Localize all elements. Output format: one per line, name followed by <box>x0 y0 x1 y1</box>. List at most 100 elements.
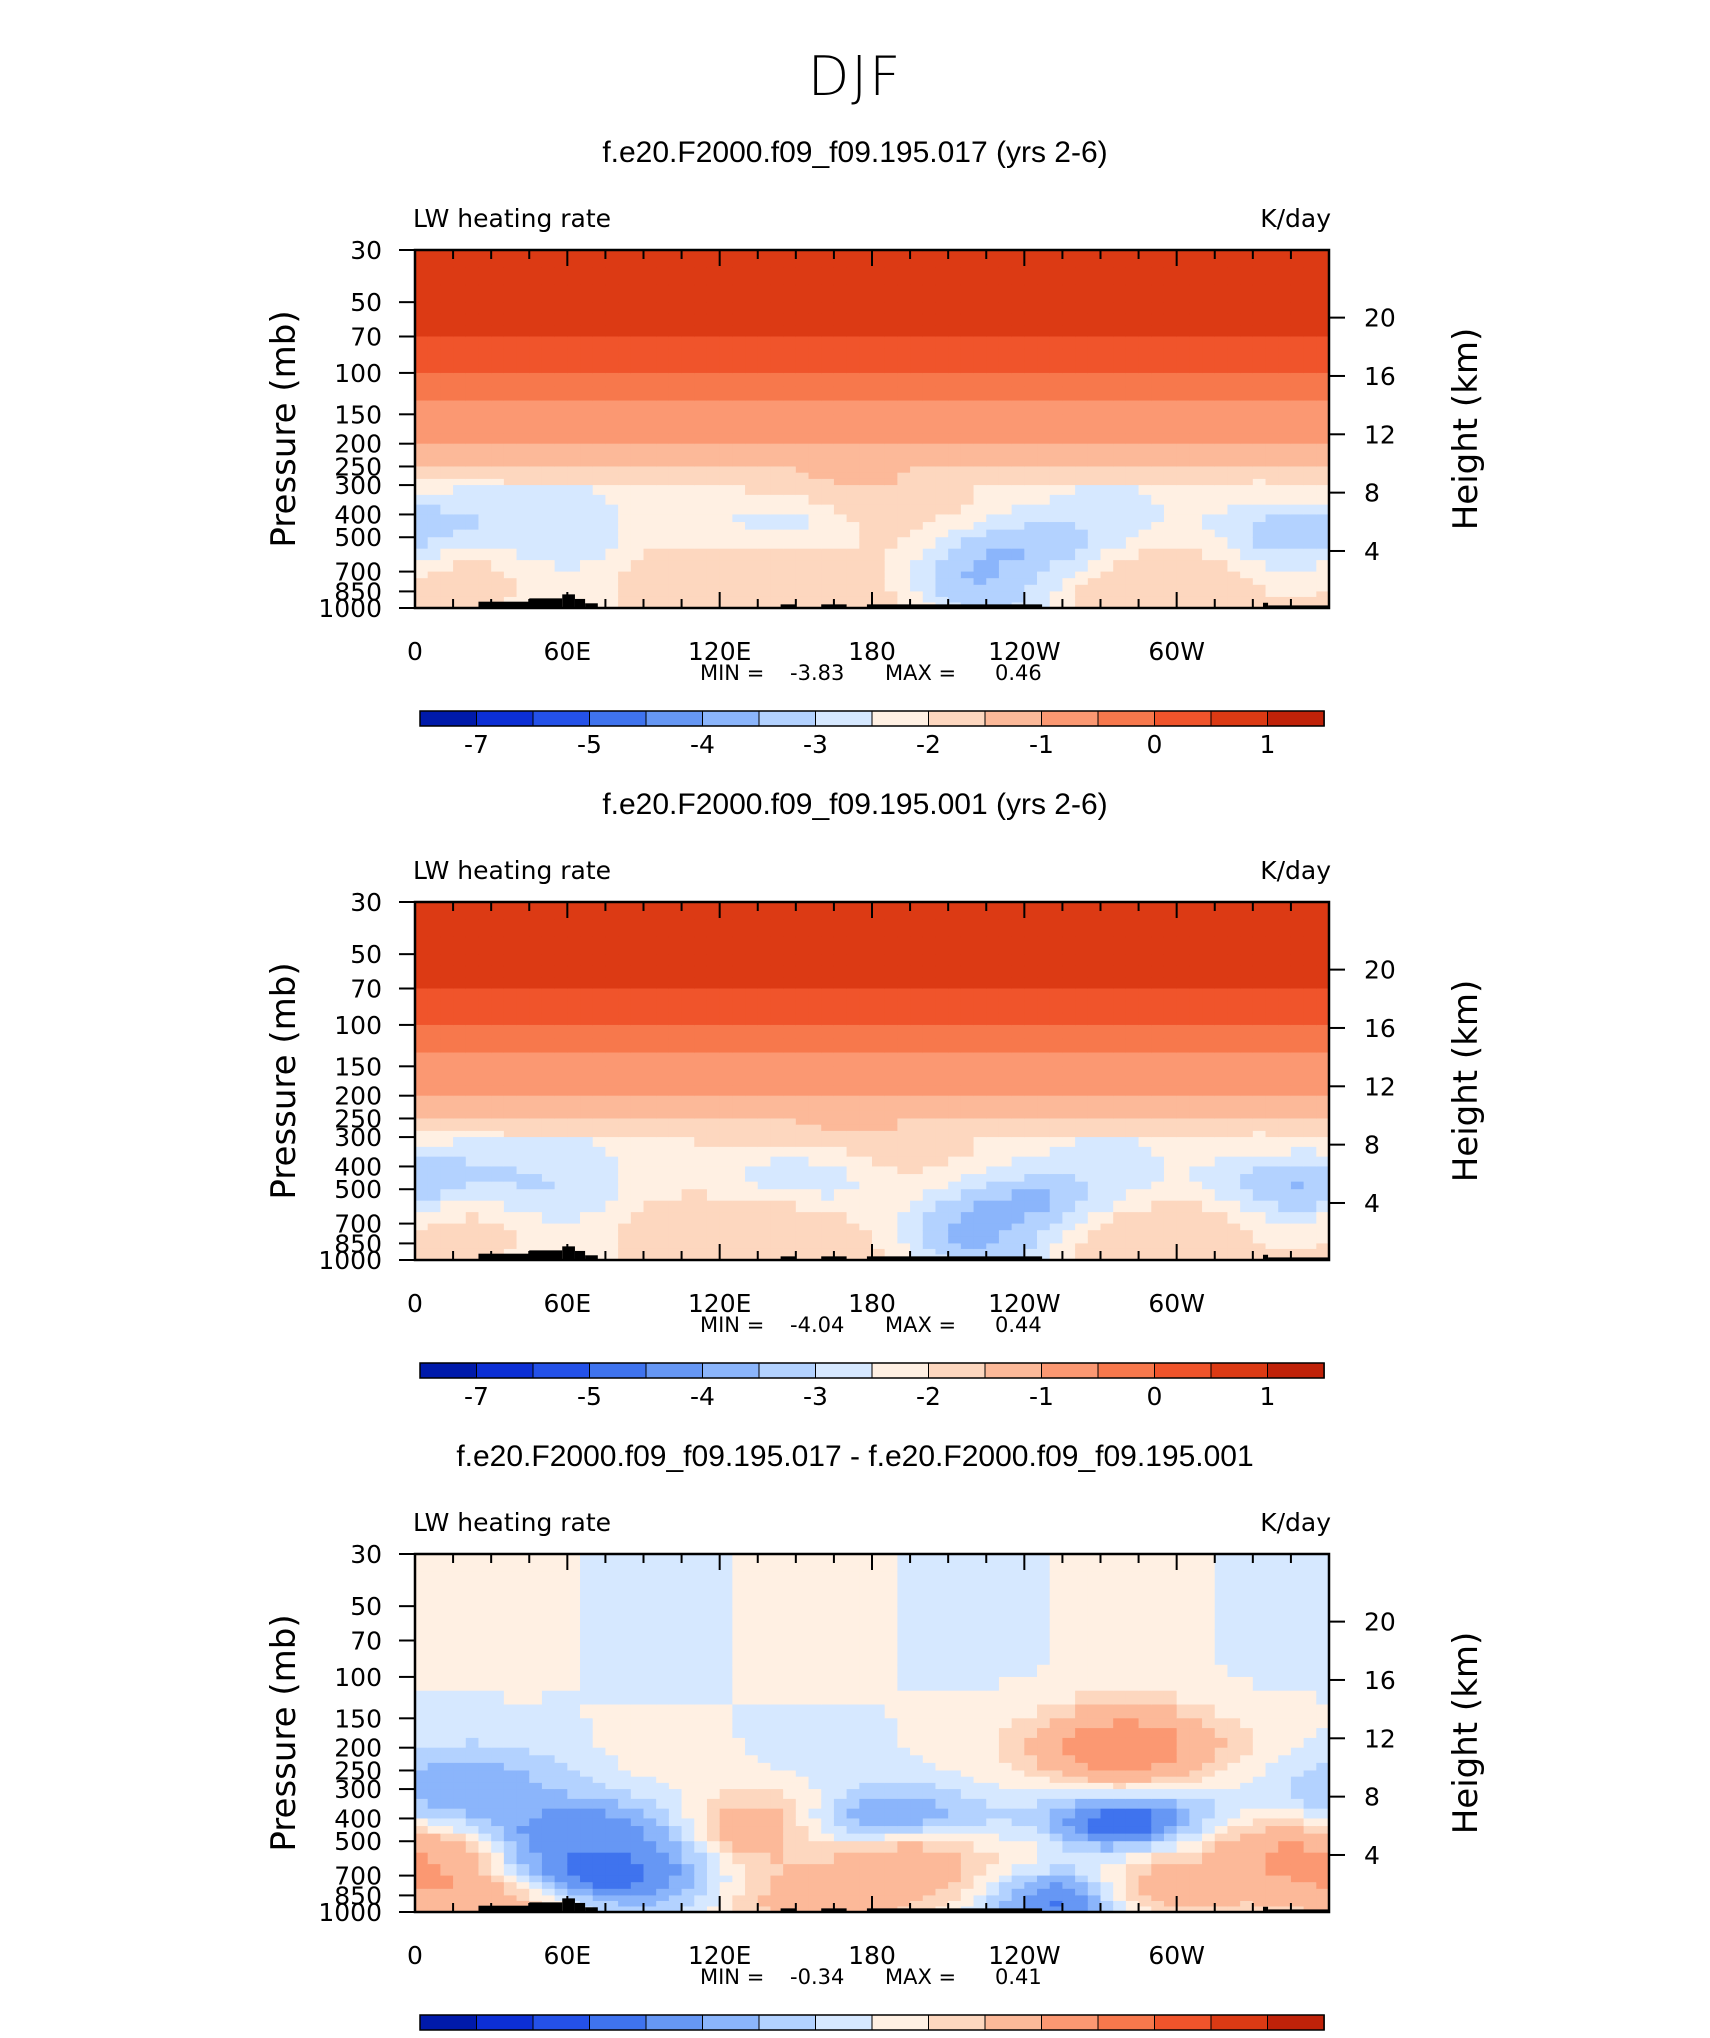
contour-cell <box>872 1000 886 1014</box>
contour-cell <box>465 1156 480 1168</box>
contour-cell <box>872 548 886 561</box>
contour-cell <box>516 1137 530 1148</box>
contour-cell <box>833 504 848 516</box>
contour-cell <box>1011 1118 1025 1126</box>
contour-cell <box>1024 1156 1038 1168</box>
contour-cell <box>618 988 632 1002</box>
contour-cell <box>580 414 594 425</box>
contour-cell <box>1303 433 1317 445</box>
contour-cell <box>1303 267 1317 286</box>
contour-cell <box>1087 1156 1102 1168</box>
contour-cell <box>1163 458 1178 468</box>
contour-cell <box>541 360 556 374</box>
contour-cell <box>732 1076 746 1087</box>
contour-cell <box>1062 494 1076 506</box>
contour-cell <box>897 250 911 268</box>
contour-cell <box>618 954 632 967</box>
contour-cell <box>541 372 556 388</box>
contour-cell <box>808 919 822 938</box>
contour-cell <box>1062 1189 1076 1202</box>
contour-cell <box>580 504 594 516</box>
contour-cell <box>491 466 505 474</box>
contour-cell <box>1113 1066 1127 1077</box>
contour-cell <box>478 1137 492 1148</box>
contour-cell <box>884 451 898 460</box>
contour-cell <box>846 936 860 955</box>
contour-cell <box>1202 348 1216 362</box>
contour-cell <box>478 578 492 586</box>
contour-cell <box>1176 1076 1190 1087</box>
contour-cell <box>1202 965 1216 978</box>
contour-cell <box>503 504 518 516</box>
y-tick-label: 150 <box>334 400 382 429</box>
contour-cell <box>719 348 733 362</box>
contour-cell <box>948 250 962 268</box>
contour-cell <box>580 267 594 286</box>
contour-cell <box>783 451 797 460</box>
contour-cell <box>1062 1110 1076 1120</box>
contour-cell <box>1138 584 1152 593</box>
contour-cell <box>732 1130 746 1138</box>
contour-cell <box>503 348 518 362</box>
contour-cell <box>1087 571 1102 579</box>
contour-cell <box>1113 1124 1127 1132</box>
contour-cell <box>541 1181 556 1190</box>
contour-cell <box>643 1076 657 1087</box>
contour-cell <box>554 313 568 326</box>
contour-cell <box>1278 466 1292 474</box>
contour-cell <box>935 1066 949 1077</box>
contour-cell <box>440 1000 454 1014</box>
contour-cell <box>732 472 746 480</box>
contour-cell <box>491 1236 505 1245</box>
contour-cell <box>745 954 759 967</box>
contour-cell <box>1151 529 1165 538</box>
contour-cell <box>554 348 568 362</box>
contour-cell <box>859 571 873 579</box>
contour-cell <box>808 443 822 452</box>
contour-cell <box>795 1156 810 1168</box>
contour-cell <box>1138 902 1152 920</box>
contour-cell <box>453 1223 467 1231</box>
contour-cell <box>986 571 1000 579</box>
contour-cell <box>948 578 962 586</box>
contour-cell <box>1011 1236 1025 1245</box>
contour-cell <box>1303 571 1317 579</box>
contour-cell <box>872 965 886 978</box>
contour-cell <box>1189 1243 1203 1250</box>
contour-cell <box>872 1130 886 1138</box>
contour-cell <box>427 1110 441 1120</box>
contour-cell <box>998 965 1013 978</box>
contour-cell <box>948 472 962 480</box>
contour-cell <box>478 336 492 350</box>
contour-cell <box>1138 919 1152 938</box>
contour-cell <box>1202 1095 1216 1104</box>
contour-cell <box>694 302 708 315</box>
contour-cell <box>1252 414 1267 425</box>
contour-cell <box>1278 596 1292 604</box>
contour-cell <box>795 1130 810 1138</box>
contour-cell <box>694 571 708 579</box>
contour-cell <box>694 443 708 452</box>
contour-cell <box>1240 578 1254 586</box>
contour-cell <box>681 1137 695 1148</box>
contour-cell <box>732 414 746 425</box>
contour-cell <box>567 1095 581 1104</box>
contour-cell <box>859 485 873 496</box>
contour-cell <box>1087 414 1102 425</box>
contour-cell <box>1138 560 1152 573</box>
contour-cell <box>630 458 645 468</box>
contour-cell <box>478 1248 492 1256</box>
contour-cell <box>821 1066 835 1077</box>
contour-cell <box>630 548 645 561</box>
contour-cell <box>1062 578 1076 586</box>
contour-cell <box>1240 522 1254 531</box>
contour-cell <box>1011 936 1025 955</box>
contour-cell <box>427 529 441 538</box>
contour-cell <box>998 1248 1013 1256</box>
contour-cell <box>821 433 835 445</box>
contour-cell <box>859 919 873 938</box>
contour-cell <box>618 1038 632 1054</box>
contour-cell <box>668 1254 683 1261</box>
contour-cell <box>732 977 746 990</box>
contour-cell <box>770 1118 784 1126</box>
